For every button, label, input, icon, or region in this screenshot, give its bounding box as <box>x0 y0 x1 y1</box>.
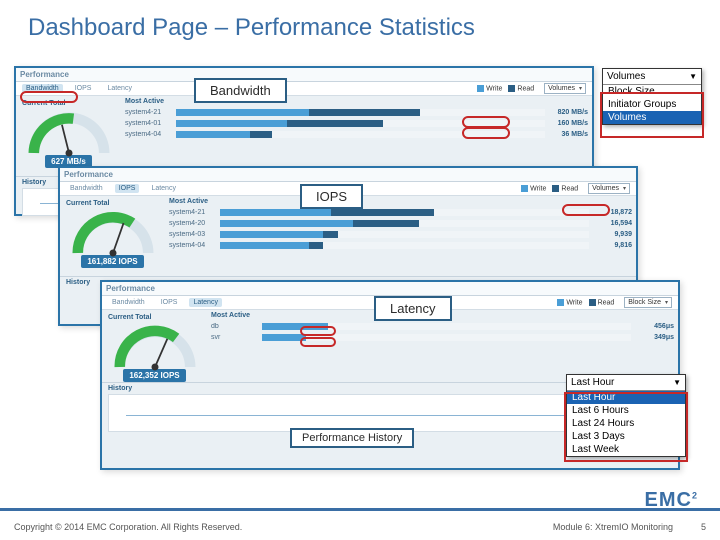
legend: Write Read Volumes <box>521 183 630 194</box>
panel-header: Performance <box>102 282 678 296</box>
row-value: 456μs <box>634 323 674 330</box>
latency-gauge <box>111 323 199 371</box>
row-name: system4-01 <box>125 120 173 127</box>
legend-read: Read <box>561 185 578 192</box>
read-swatch <box>508 85 515 92</box>
row-value: 36 MB/s <box>548 131 588 138</box>
tab-bar: Bandwidth IOPS Latency Write Read Volume… <box>16 82 592 96</box>
legend-write: Write <box>566 299 582 306</box>
grouping-dropdown[interactable]: Volumes <box>588 183 630 194</box>
bar-track <box>176 109 545 116</box>
row-value: 9,816 <box>592 242 632 249</box>
panel-header: Performance <box>60 168 636 182</box>
read-swatch <box>552 185 559 192</box>
highlight-ring <box>300 337 336 347</box>
row-value: 349μs <box>634 334 674 341</box>
callout-latency: Latency <box>374 296 452 321</box>
read-swatch <box>589 299 596 306</box>
write-swatch <box>557 299 564 306</box>
bar-row: system4-20 16,594 <box>169 218 632 228</box>
tab-latency[interactable]: Latency <box>103 84 136 93</box>
callout-history: Performance History <box>290 428 414 448</box>
highlight-ring <box>562 204 610 216</box>
page-number: 5 <box>701 522 706 532</box>
most-active-label: Most Active <box>169 198 632 205</box>
bar-track <box>220 220 589 227</box>
row-name: db <box>211 323 259 330</box>
tab-iops[interactable]: IOPS <box>115 184 140 193</box>
tab-bandwidth[interactable]: Bandwidth <box>66 184 107 193</box>
highlight-box <box>564 392 688 462</box>
tab-bandwidth[interactable]: Bandwidth <box>108 298 149 307</box>
dropdown-selected[interactable]: Volumes <box>603 69 701 85</box>
legend: Write Read Volumes <box>477 83 586 94</box>
row-name: system4-03 <box>169 231 217 238</box>
divider <box>0 508 720 511</box>
legend: Write Read Block Size <box>557 297 672 308</box>
row-value: 820 MB/s <box>548 109 588 116</box>
bar-row: system4-04 9,816 <box>169 240 632 250</box>
legend-write: Write <box>530 185 546 192</box>
row-name: system4-04 <box>169 242 217 249</box>
highlight-ring <box>300 326 336 336</box>
bar-row: system4-03 9,939 <box>169 229 632 239</box>
bar-track <box>220 231 589 238</box>
bar-track <box>220 242 589 249</box>
legend-read: Read <box>517 85 534 92</box>
tab-iops[interactable]: IOPS <box>157 298 182 307</box>
panel-header: Performance <box>16 68 592 82</box>
bar-row: system4-21 820 MB/s <box>125 107 588 117</box>
current-total-label: Current Total <box>108 314 151 321</box>
row-value: 16,594 <box>592 220 632 227</box>
grouping-dropdown[interactable]: Volumes <box>544 83 586 94</box>
bar-row: system4-01 160 MB/s <box>125 118 588 128</box>
row-name: svr <box>211 334 259 341</box>
iops-gauge <box>69 209 157 257</box>
copyright: Copyright © 2014 EMC Corporation. All Ri… <box>14 522 242 532</box>
row-name: system4-04 <box>125 131 173 138</box>
highlight-box <box>600 92 704 138</box>
legend-write: Write <box>486 85 502 92</box>
write-swatch <box>521 185 528 192</box>
row-value: 160 MB/s <box>548 120 588 127</box>
highlight-ring <box>462 127 510 139</box>
bar-track <box>220 209 589 216</box>
callout-bandwidth: Bandwidth <box>194 78 287 103</box>
callout-iops: IOPS <box>300 184 363 209</box>
module-label: Module 6: XtremIO Monitoring <box>553 522 673 532</box>
bar-row: db 456μs <box>211 321 674 331</box>
current-total-label: Current Total <box>66 200 109 207</box>
bar-row: system4-04 36 MB/s <box>125 129 588 139</box>
legend-read: Read <box>598 299 615 306</box>
dropdown-selected[interactable]: Last Hour <box>567 375 685 391</box>
tab-latency[interactable]: Latency <box>147 184 180 193</box>
slide-title: Dashboard Page – Performance Statistics <box>28 14 475 42</box>
row-value: 9,939 <box>592 231 632 238</box>
bandwidth-gauge <box>25 109 113 157</box>
write-swatch <box>477 85 484 92</box>
row-name: system4-20 <box>169 220 217 227</box>
bar-row: svr 349μs <box>211 332 674 342</box>
highlight-ring <box>20 91 78 103</box>
grouping-dropdown[interactable]: Block Size <box>624 297 672 308</box>
row-name: system4-21 <box>125 109 173 116</box>
tab-latency[interactable]: Latency <box>189 298 222 307</box>
row-name: system4-21 <box>169 209 217 216</box>
